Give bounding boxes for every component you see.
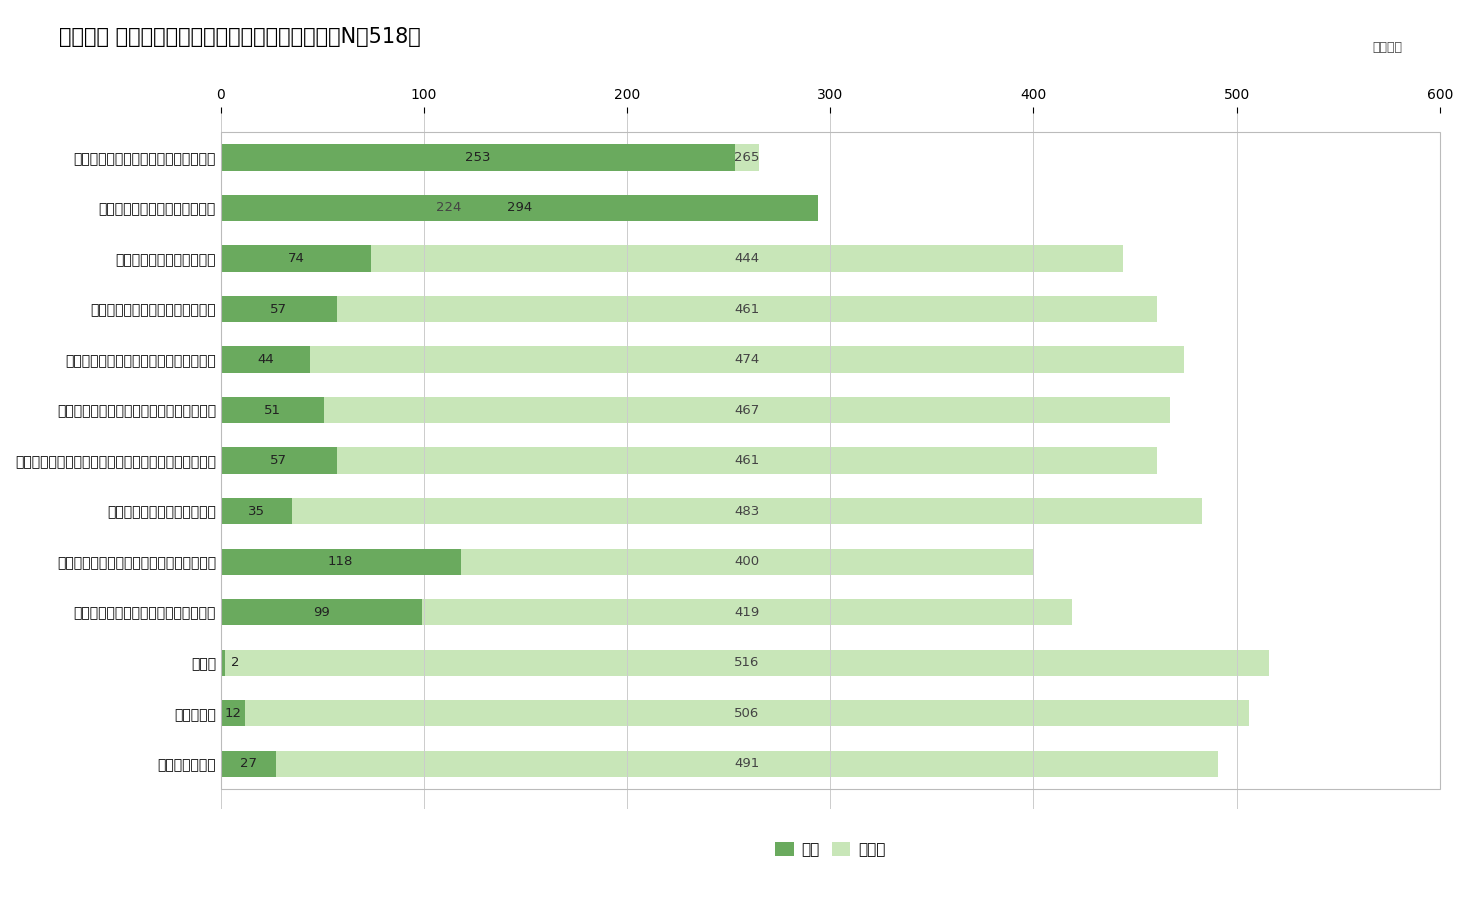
Text: 483: 483 <box>734 505 759 518</box>
Text: 506: 506 <box>734 707 759 720</box>
Bar <box>220 498 1202 524</box>
Text: 474: 474 <box>734 353 759 366</box>
Bar <box>220 296 336 322</box>
Text: 99: 99 <box>313 605 330 618</box>
Text: 57: 57 <box>270 454 288 467</box>
Bar <box>220 195 818 221</box>
Text: 図表３． 政府の少子化対策へ期待している理由（N＝518）: 図表３． 政府の少子化対策へ期待している理由（N＝518） <box>59 27 420 48</box>
Bar <box>220 599 1072 626</box>
Text: 444: 444 <box>734 252 759 265</box>
Bar <box>220 700 1249 726</box>
Bar <box>220 346 310 373</box>
Bar <box>220 397 324 423</box>
Text: 57: 57 <box>270 302 288 315</box>
Bar <box>220 599 421 626</box>
Bar <box>220 549 1033 575</box>
Bar <box>220 649 1270 676</box>
Text: 51: 51 <box>264 404 282 417</box>
Bar <box>220 448 336 474</box>
Bar <box>220 245 1123 272</box>
Bar <box>220 549 461 575</box>
Text: 516: 516 <box>734 656 760 670</box>
Text: 400: 400 <box>734 555 759 568</box>
Bar <box>220 296 1157 322</box>
Text: 294: 294 <box>506 202 531 214</box>
Text: 44: 44 <box>257 353 275 366</box>
Text: 491: 491 <box>734 758 759 770</box>
Bar <box>220 498 292 524</box>
Text: 27: 27 <box>239 758 257 770</box>
Text: 265: 265 <box>734 151 760 164</box>
Bar <box>220 750 1218 777</box>
Text: 419: 419 <box>734 605 759 618</box>
Text: 74: 74 <box>288 252 304 265</box>
Text: 224: 224 <box>436 202 461 214</box>
Text: 118: 118 <box>327 555 354 568</box>
Bar <box>220 750 276 777</box>
Text: 35: 35 <box>248 505 264 518</box>
Bar <box>220 700 245 726</box>
Text: 461: 461 <box>734 302 759 315</box>
Legend: はい, いいえ: はい, いいえ <box>769 836 891 864</box>
Text: 2: 2 <box>230 656 239 670</box>
Text: 12: 12 <box>225 707 242 720</box>
Bar <box>220 145 735 170</box>
Text: 461: 461 <box>734 454 759 467</box>
Text: 253: 253 <box>465 151 490 164</box>
Bar <box>220 448 1157 474</box>
Bar <box>220 195 675 221</box>
Text: 単位：人: 単位：人 <box>1373 41 1402 54</box>
Bar <box>220 346 1183 373</box>
Bar <box>220 649 225 676</box>
Bar <box>220 145 759 170</box>
Bar <box>220 397 1170 423</box>
Bar <box>220 245 371 272</box>
Text: 467: 467 <box>734 404 759 417</box>
